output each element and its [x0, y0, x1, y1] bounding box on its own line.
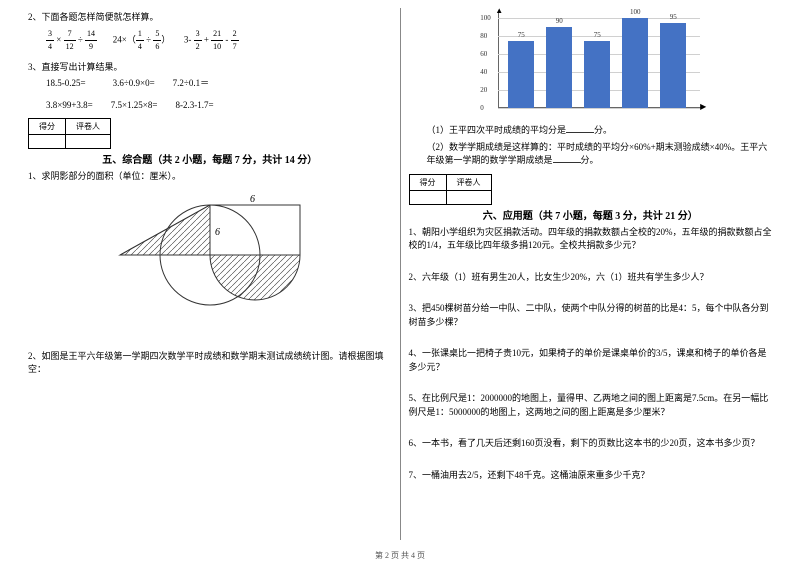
bar-value-label: 75 — [518, 31, 525, 39]
y-axis — [498, 13, 499, 108]
frac: 34 — [46, 28, 54, 53]
y-tick-label: 60 — [480, 50, 487, 58]
bar — [584, 41, 610, 109]
bar-value-label: 90 — [556, 17, 563, 25]
score-table: 得分评卷人 — [28, 118, 111, 149]
score-table-2: 得分评卷人 — [409, 174, 492, 205]
bar-value-label: 100 — [630, 8, 641, 16]
r1: （1）王平四次平时成绩的平均分是分。 — [409, 124, 773, 138]
q3: 3、直接写出计算结果。 — [28, 61, 392, 75]
q5-2: 2、如图是王平六年级第一学期四次数学平时成绩和数学期末测试成绩统计图。请根据图填… — [28, 350, 392, 377]
eq-row: 34 × 712 ÷ 149 24×（14 ÷ 56） 3- 32 + 2110… — [28, 28, 392, 53]
app-q7: 7、一桶油用去2/5，还剩下48千克。这桶油原来重多少千克？ — [409, 469, 773, 483]
app-q1: 1、朝阳小学组织为灾区捐款活动。四年级的捐款数额占全校的20%，五年级的捐款数额… — [409, 226, 773, 253]
bar-chart: ▲ ▶ 0 20 40 60 80 100 75 90 75 100 95 — [470, 8, 710, 118]
bar-value-label: 75 — [594, 31, 601, 39]
dim-6a: 6 — [250, 194, 255, 205]
arrow-up-icon: ▲ — [495, 6, 503, 15]
section-6-title: 六、应用题（共 7 小题，每题 3 分，共计 21 分） — [409, 207, 773, 222]
r2: （2）数学学期成绩是这样算的：平时成绩的平均分×60%+期末测验成绩×40%。王… — [409, 141, 773, 168]
bar — [508, 41, 534, 109]
bar — [622, 18, 648, 108]
left-column: 2、下面各题怎样简便就怎样算。 34 × 712 ÷ 149 24×（14 ÷ … — [20, 8, 401, 540]
app-q2: 2、六年级（1）班有男生20人，比女生少20%，六（1）班共有学生多少人？ — [409, 271, 773, 285]
app-q6: 6、一本书，看了几天后还剩160页没看，剩下的页数比这本书的少20页，这本书多少… — [409, 437, 773, 451]
y-tick-label: 40 — [480, 68, 487, 76]
q3-r2: 3.8×99+3.8= 7.5×1.25×8= 8-2.3-1.7= — [28, 99, 392, 113]
blank — [553, 154, 581, 163]
page-footer: 第 2 页 共 4 页 — [0, 550, 800, 561]
q3-r1: 18.5-0.25= 3.6÷0.9×0= 7.2÷0.1＝ — [28, 77, 392, 91]
app-q5: 5、在比例尺是1：2000000的地图上，量得甲、乙两地之间的图上距离是7.5c… — [409, 392, 773, 419]
dim-6b: 6 — [215, 227, 220, 238]
q2: 2、下面各题怎样简便就怎样算。 — [28, 11, 392, 25]
bar-value-label: 95 — [670, 13, 677, 21]
shaded-figure: 6 6 — [100, 190, 320, 340]
y-tick-label: 80 — [480, 32, 487, 40]
q5-1: 1、求阴影部分的面积（单位：厘米）。 — [28, 170, 392, 184]
y-tick-label: 100 — [480, 14, 491, 22]
app-q3: 3、把450棵树苗分给一中队、二中队，使两个中队分得的树苗的比是4：5，每个中队… — [409, 302, 773, 329]
bar — [660, 23, 686, 109]
blank — [566, 124, 594, 133]
y-tick-label: 20 — [480, 86, 487, 94]
right-column: ▲ ▶ 0 20 40 60 80 100 75 90 75 100 95 （1）王平四次平时成绩的… — [401, 8, 781, 540]
bar — [546, 27, 572, 108]
app-q4: 4、一张课桌比一把椅子贵10元，如果椅子的单价是课桌单价的3/5，课桌和椅子的单… — [409, 347, 773, 374]
arrow-right-icon: ▶ — [700, 102, 706, 111]
y-tick-label: 0 — [480, 104, 484, 112]
section-5-title: 五、综合题（共 2 小题，每题 7 分，共计 14 分） — [28, 151, 392, 166]
